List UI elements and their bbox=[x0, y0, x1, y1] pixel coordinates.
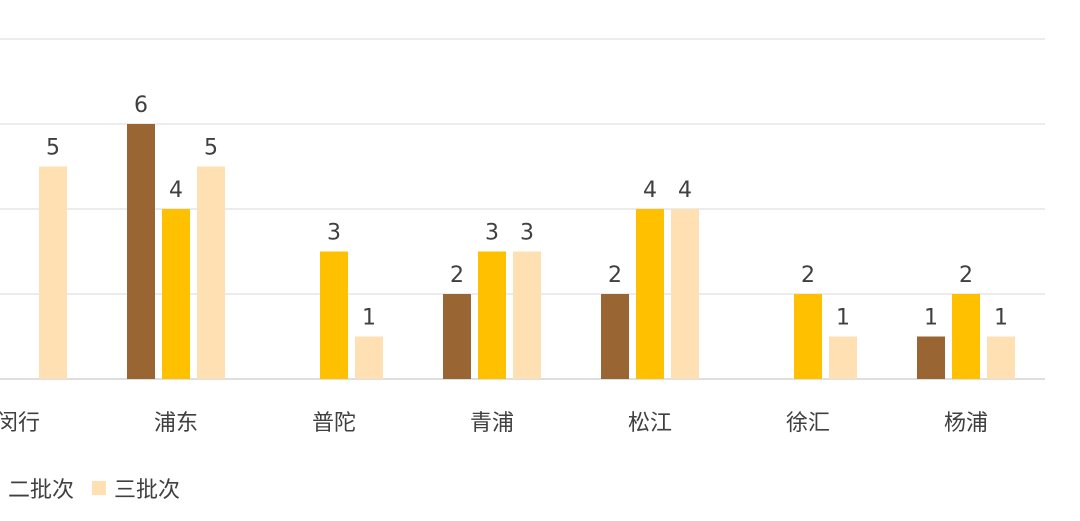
data-label: 1 bbox=[836, 306, 850, 331]
x-axis: 闵行 浦东 普陀 青浦 松江 徐汇 杨浦 bbox=[0, 411, 988, 436]
data-label: 4 bbox=[643, 178, 657, 203]
bar-青浦-series-2 bbox=[478, 251, 506, 379]
bar-普陀-series-2 bbox=[320, 251, 348, 379]
bar-徐汇-series-2 bbox=[794, 294, 822, 379]
bar-杨浦-series-3 bbox=[987, 336, 1015, 379]
x-tick-label: 浦东 bbox=[154, 411, 198, 436]
x-tick-label: 普陀 bbox=[312, 411, 356, 436]
data-label: 2 bbox=[801, 263, 815, 288]
bar-闵行-series-3 bbox=[39, 166, 67, 379]
data-label: 1 bbox=[994, 306, 1008, 331]
data-label: 3 bbox=[485, 221, 499, 246]
bar-浦东-series-3 bbox=[197, 166, 225, 379]
bar-徐汇-series-3 bbox=[829, 336, 857, 379]
data-label: 1 bbox=[924, 306, 938, 331]
data-label: 4 bbox=[678, 178, 692, 203]
data-label: 3 bbox=[520, 221, 534, 246]
bar-青浦-series-3 bbox=[513, 251, 541, 379]
bar-青浦-series-1 bbox=[443, 294, 471, 379]
legend: 二批次 三批次 bbox=[0, 470, 198, 506]
data-label: 2 bbox=[450, 263, 464, 288]
bar-松江-series-2 bbox=[636, 209, 664, 379]
data-label: 4 bbox=[169, 178, 183, 203]
bar-浦东-series-1 bbox=[127, 124, 155, 379]
data-label: 5 bbox=[204, 136, 218, 161]
data-label: 3 bbox=[327, 221, 341, 246]
legend-item-series-2: 二批次 bbox=[0, 472, 74, 504]
bar-浦东-series-2 bbox=[162, 209, 190, 379]
bar-松江-series-1 bbox=[601, 294, 629, 379]
legend-label-series-2: 二批次 bbox=[8, 478, 75, 503]
bar-杨浦-series-2 bbox=[952, 294, 980, 379]
x-tick-label: 青浦 bbox=[470, 411, 514, 436]
bar-松江-series-3 bbox=[671, 209, 699, 379]
data-label: 2 bbox=[959, 263, 973, 288]
bar-杨浦-series-1 bbox=[917, 336, 945, 379]
x-tick-label: 徐汇 bbox=[786, 411, 830, 436]
x-tick-label: 杨浦 bbox=[944, 411, 988, 436]
data-label: 6 bbox=[134, 93, 148, 118]
legend-swatch-series-3 bbox=[92, 481, 107, 495]
x-tick-label: 闵行 bbox=[0, 411, 40, 436]
bars bbox=[39, 124, 1015, 379]
legend-item-series-3: 三批次 bbox=[92, 472, 180, 504]
bar-普陀-series-3 bbox=[355, 336, 383, 379]
data-label: 2 bbox=[608, 263, 622, 288]
data-label: 5 bbox=[46, 136, 60, 161]
legend-label-series-3: 三批次 bbox=[114, 478, 181, 503]
x-tick-label: 松江 bbox=[628, 411, 672, 436]
data-label: 1 bbox=[362, 306, 376, 331]
